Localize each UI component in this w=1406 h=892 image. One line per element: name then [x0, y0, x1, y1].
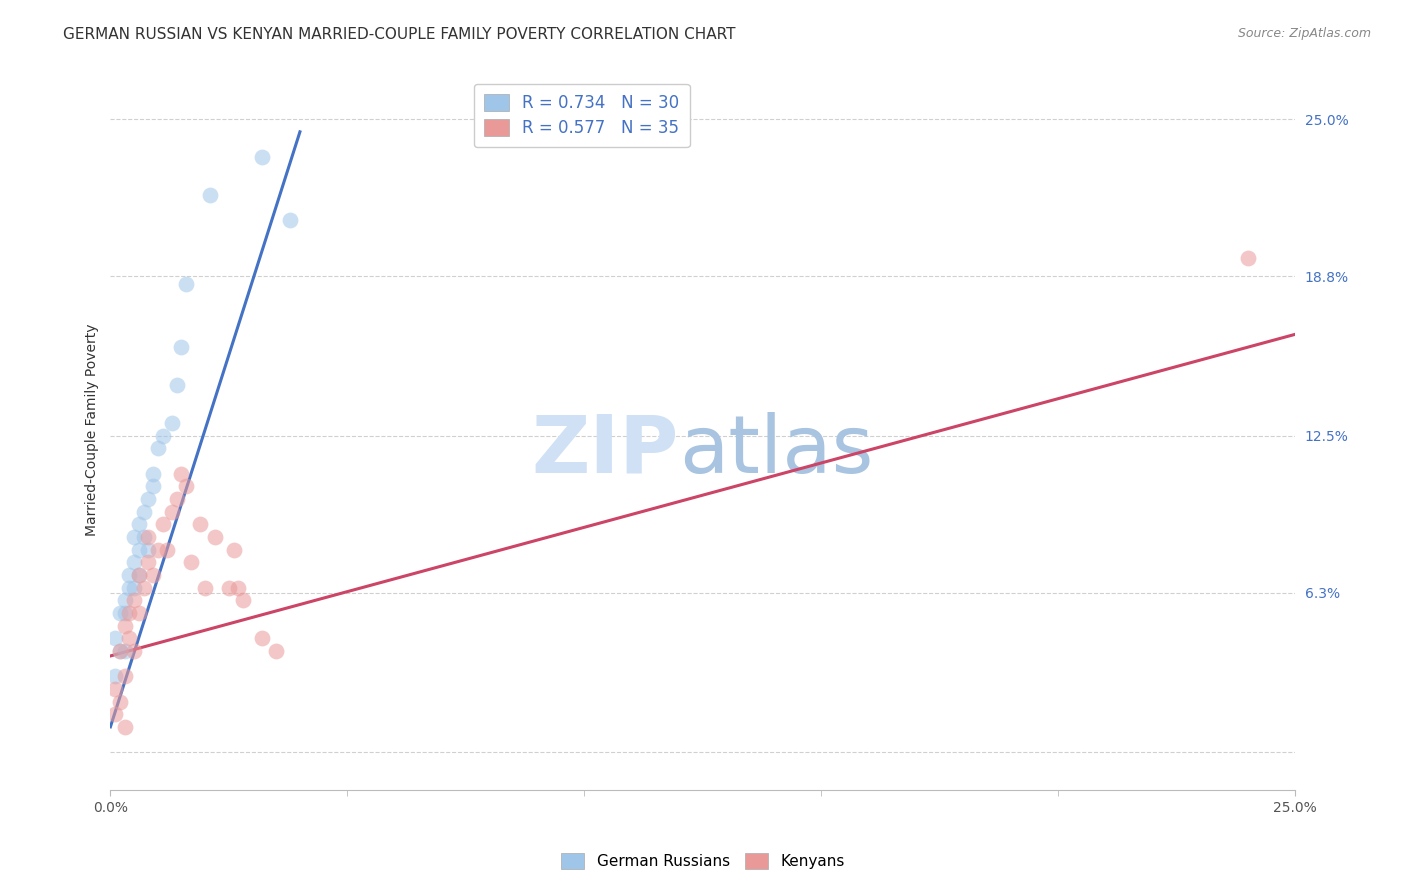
Point	[118, 568, 141, 582]
Point	[156, 542, 179, 557]
Point	[142, 479, 165, 493]
Point	[128, 568, 150, 582]
Y-axis label: Married-Couple Family Poverty: Married-Couple Family Poverty	[86, 323, 100, 535]
Point	[160, 416, 183, 430]
Point	[142, 568, 165, 582]
Point	[218, 581, 240, 595]
Point	[264, 644, 287, 658]
Point	[194, 581, 217, 595]
Point	[128, 517, 150, 532]
Point	[108, 644, 131, 658]
Point	[122, 644, 145, 658]
Text: Source: ZipAtlas.com: Source: ZipAtlas.com	[1237, 27, 1371, 40]
Point	[160, 505, 183, 519]
Point	[128, 606, 150, 620]
Point	[198, 188, 221, 202]
Point	[146, 542, 169, 557]
Point	[108, 694, 131, 708]
Point	[118, 581, 141, 595]
Point	[174, 479, 197, 493]
Point	[146, 442, 169, 456]
Point	[122, 593, 145, 607]
Point	[108, 606, 131, 620]
Point	[136, 542, 159, 557]
Point	[136, 530, 159, 544]
Point	[114, 669, 136, 683]
Point	[250, 631, 273, 645]
Point	[152, 517, 174, 532]
Point	[122, 530, 145, 544]
Point	[114, 593, 136, 607]
Point	[170, 467, 193, 481]
Point	[174, 277, 197, 291]
Point	[114, 606, 136, 620]
Point	[104, 669, 127, 683]
Point	[132, 505, 155, 519]
Point	[114, 720, 136, 734]
Point	[166, 378, 188, 392]
Legend: R = 0.734   N = 30, R = 0.577   N = 35: R = 0.734 N = 30, R = 0.577 N = 35	[474, 84, 689, 147]
Point	[152, 428, 174, 442]
Point	[108, 644, 131, 658]
Point	[170, 340, 193, 354]
Text: GERMAN RUSSIAN VS KENYAN MARRIED-COUPLE FAMILY POVERTY CORRELATION CHART: GERMAN RUSSIAN VS KENYAN MARRIED-COUPLE …	[63, 27, 735, 42]
Point	[280, 213, 302, 227]
Point	[142, 467, 165, 481]
Point	[128, 568, 150, 582]
Point	[1236, 252, 1258, 266]
Point	[114, 618, 136, 632]
Point	[122, 555, 145, 569]
Text: ZIP: ZIP	[531, 412, 679, 490]
Point	[136, 555, 159, 569]
Point	[104, 707, 127, 722]
Point	[118, 631, 141, 645]
Point	[190, 517, 212, 532]
Point	[118, 606, 141, 620]
Point	[222, 542, 245, 557]
Text: atlas: atlas	[679, 412, 873, 490]
Legend: German Russians, Kenyans: German Russians, Kenyans	[555, 847, 851, 875]
Point	[104, 681, 127, 696]
Point	[128, 542, 150, 557]
Point	[180, 555, 202, 569]
Point	[122, 581, 145, 595]
Point	[114, 644, 136, 658]
Point	[104, 631, 127, 645]
Point	[132, 530, 155, 544]
Point	[166, 491, 188, 506]
Point	[204, 530, 226, 544]
Point	[250, 150, 273, 164]
Point	[132, 581, 155, 595]
Point	[232, 593, 254, 607]
Point	[136, 491, 159, 506]
Point	[228, 581, 250, 595]
